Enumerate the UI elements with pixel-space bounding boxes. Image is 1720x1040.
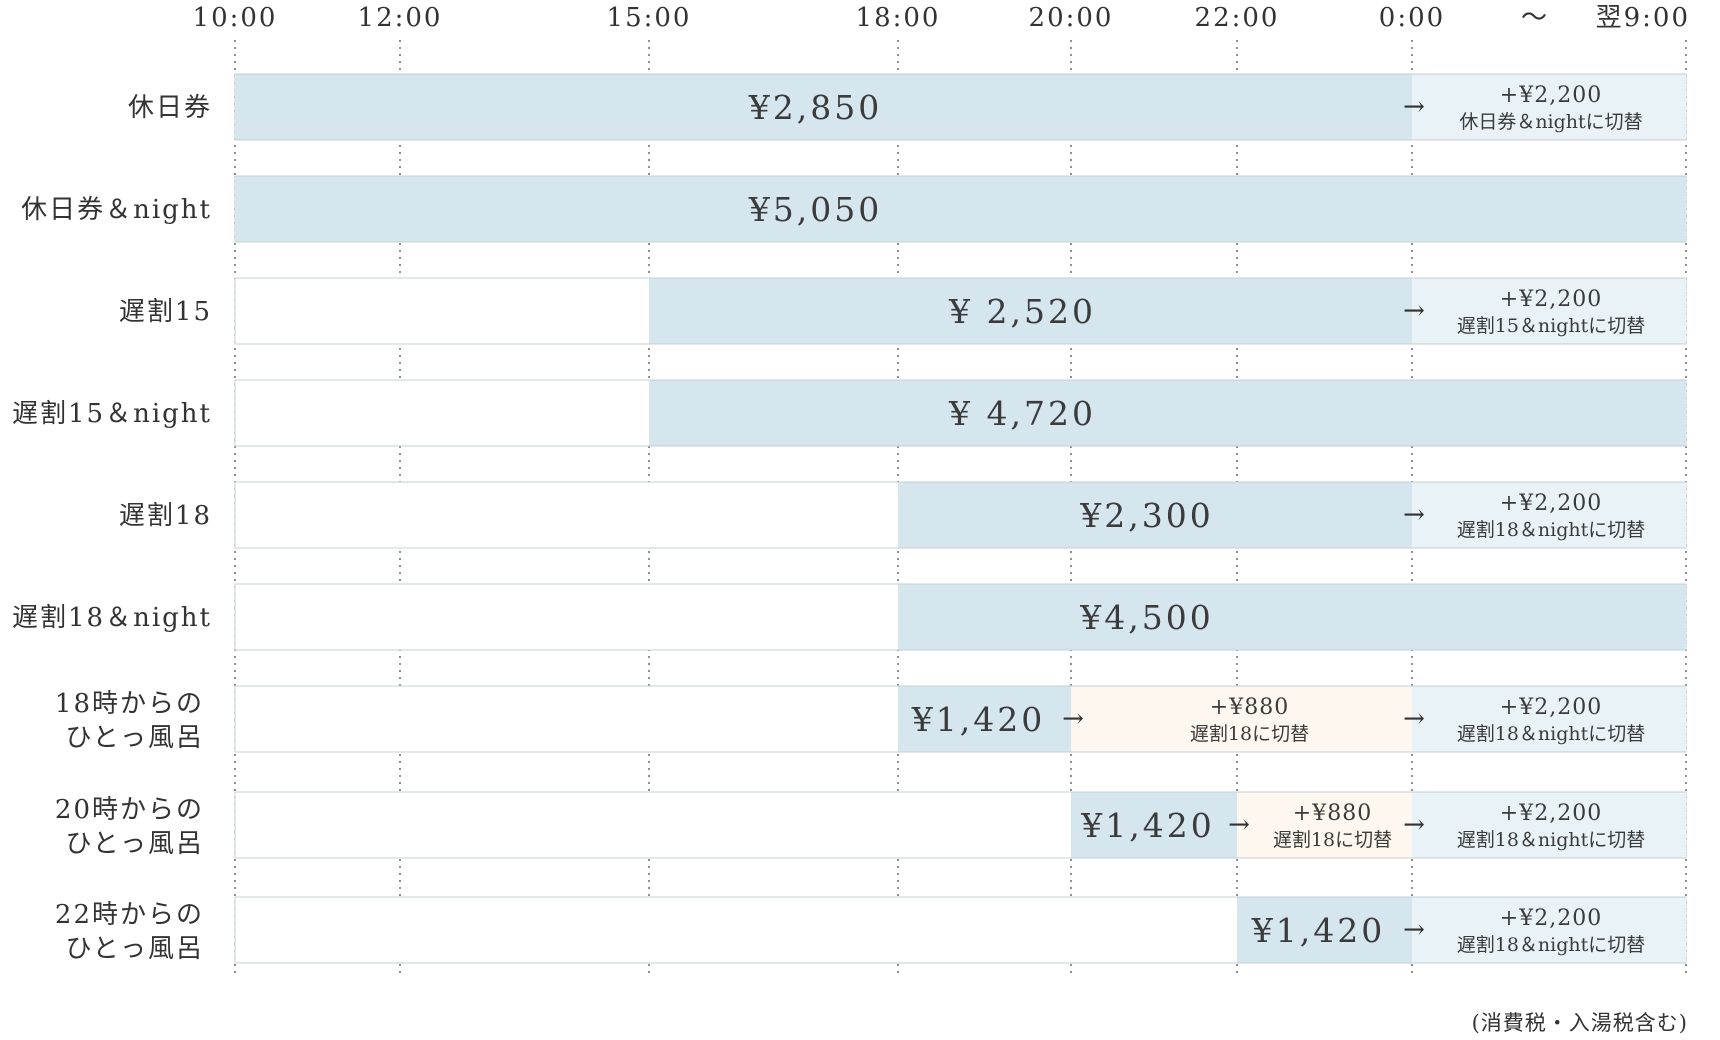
- range-separator: 〜: [1521, 3, 1549, 33]
- row-label: 休日券: [128, 93, 212, 123]
- transition-arrow: →: [1403, 810, 1425, 840]
- price-bar: [898, 686, 1071, 752]
- tick-label: 22:00: [1195, 3, 1280, 33]
- row-label: ひとっ風呂: [66, 934, 204, 964]
- labels: 10:00 12:00 15:00 18:00 20:00 22:00 0:00 翌9:00 〜…: [12, 3, 1690, 1035]
- price-label: ¥ 2,520: [948, 292, 1096, 331]
- row-label: 22時からの: [55, 900, 204, 930]
- tick-label: 翌9:00: [1596, 3, 1690, 33]
- price-bar: [1237, 897, 1412, 963]
- transition-arrow: →: [1403, 704, 1425, 734]
- upgrade-amount-label: +¥2,200: [1500, 491, 1602, 516]
- upgrade-amount-label: +¥2,200: [1500, 287, 1602, 312]
- tick-label: 15:00: [607, 3, 692, 33]
- upgrade-amount-label: +¥2,200: [1500, 695, 1602, 720]
- upgrade-bar: [1237, 792, 1412, 858]
- price-bar: [649, 278, 1412, 344]
- price-label: ¥5,050: [748, 190, 882, 229]
- tick-label: 10:00: [193, 3, 278, 33]
- upgrade-bar: [1412, 792, 1686, 858]
- tick-label: 18:00: [856, 3, 941, 33]
- upgrade-amount-label: +¥2,200: [1500, 83, 1602, 108]
- upgrade-bar: [1412, 686, 1686, 752]
- upgrade-note-label: 遅割18＆nightに切替: [1457, 829, 1646, 851]
- price-label: ¥1,420: [1080, 806, 1214, 845]
- upgrade-bar: [1412, 897, 1686, 963]
- price-bar: [235, 176, 1686, 242]
- price-bar: [898, 584, 1686, 650]
- row-label: 18時からの: [55, 689, 204, 719]
- price-bar: [649, 380, 1686, 446]
- price-label: ¥ 4,720: [948, 394, 1096, 433]
- tick-label: 20:00: [1029, 3, 1114, 33]
- price-bar: [235, 74, 1412, 140]
- upgrade-note-label: 遅割18に切替: [1190, 723, 1309, 745]
- row-label: 遅割15＆night: [12, 399, 212, 429]
- upgrade-note-label: 遅割15＆nightに切替: [1457, 315, 1646, 337]
- tick-label: 0:00: [1379, 3, 1445, 33]
- price-label: ¥4,500: [1079, 598, 1213, 637]
- price-label: ¥1,420: [911, 700, 1045, 739]
- transition-arrow: →: [1228, 810, 1250, 840]
- tax-note: (消費税・入湯税含む): [1472, 1011, 1688, 1035]
- upgrade-amount-label: +¥2,200: [1500, 906, 1602, 931]
- upgrade-note-label: 遅割18に切替: [1273, 829, 1392, 851]
- upgrade-bar: [1071, 686, 1412, 752]
- upgrade-bar: [1412, 278, 1686, 344]
- price-bar: [898, 482, 1412, 548]
- upgrade-amount-label: +¥880: [1210, 695, 1289, 720]
- upgrade-amount-label: +¥880: [1293, 801, 1372, 826]
- upgrade-note-label: 休日券＆nightに切替: [1459, 111, 1642, 133]
- row-label: ひとっ風呂: [66, 723, 204, 753]
- upgrade-bar: [1412, 74, 1686, 140]
- row-label: ひとっ風呂: [66, 829, 204, 859]
- row-label: 遅割18: [119, 501, 212, 531]
- tick-label: 12:00: [358, 3, 443, 33]
- row-label: 遅割18＆night: [12, 603, 212, 633]
- price-label: ¥1,420: [1251, 911, 1385, 950]
- row-label: 遅割15: [119, 297, 212, 327]
- row-label: 休日券＆night: [21, 195, 212, 225]
- upgrade-note-label: 遅割18＆nightに切替: [1457, 723, 1646, 745]
- transition-arrow: →: [1403, 915, 1425, 945]
- upgrade-bar: [1412, 482, 1686, 548]
- transition-arrow: →: [1403, 92, 1425, 122]
- price-label: ¥2,300: [1079, 496, 1213, 535]
- upgrade-note-label: 遅割18＆nightに切替: [1457, 519, 1646, 541]
- transition-arrow: →: [1403, 500, 1425, 530]
- transition-arrow: →: [1403, 296, 1425, 326]
- row-bars: [234, 73, 1687, 964]
- price-label: ¥2,850: [748, 88, 882, 127]
- upgrade-amount-label: +¥2,200: [1500, 801, 1602, 826]
- transition-arrow: →: [1062, 704, 1084, 734]
- upgrade-note-label: 遅割18＆nightに切替: [1457, 934, 1646, 956]
- price-bar: [1071, 792, 1237, 858]
- row-label: 20時からの: [55, 795, 204, 825]
